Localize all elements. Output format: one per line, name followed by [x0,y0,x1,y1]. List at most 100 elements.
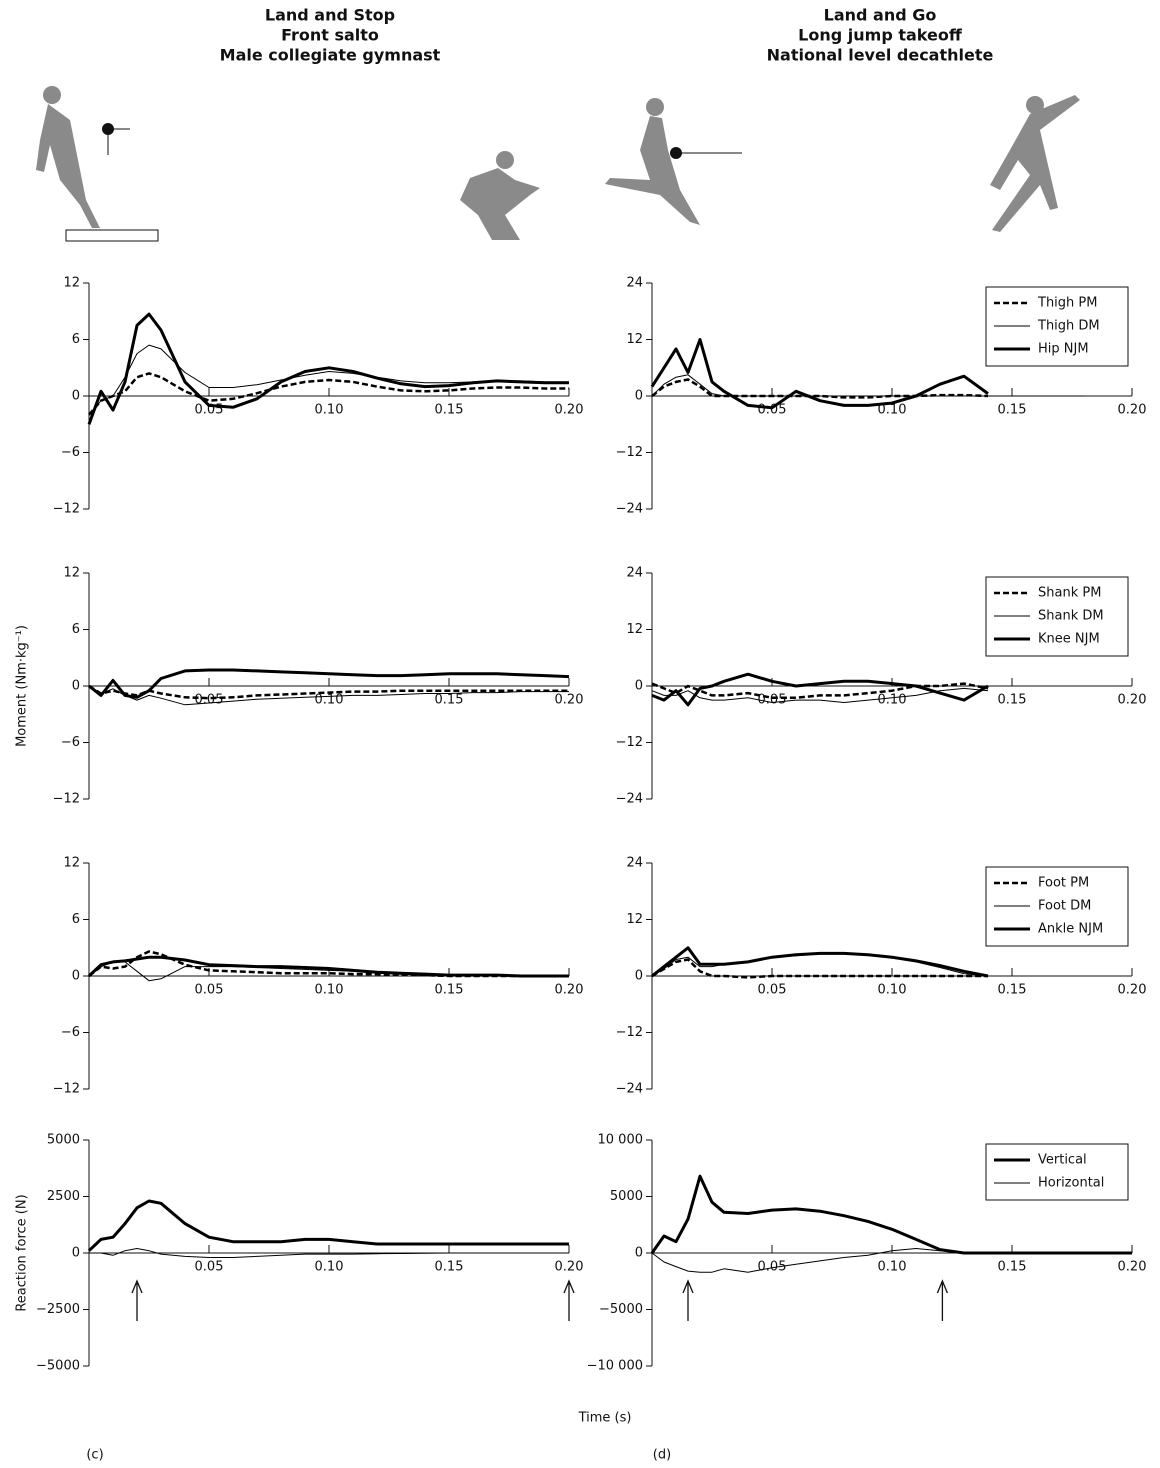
data-line [651,687,989,703]
legend-label: Foot PM [1038,876,1089,891]
y-tick-label: −24 [616,502,643,517]
x-tick-label: 0.05 [758,983,787,998]
data-line [651,378,989,399]
beam [65,229,159,242]
y-tick-label: −5000 [599,1302,643,1317]
chart: 10 000 5000 0 −5000 −10 000 0.05 0.10 0.15 0.20 V… [587,1133,1147,1374]
y-tick-label: 12 [63,276,80,291]
legend-label: Shank DM [1038,609,1104,624]
y-tick-label: 5000 [610,1189,643,1204]
x-tick-label: 0.20 [1118,403,1147,418]
chart: 5000 2500 0 −2500 −5000 0.05 0.10 0.15 0.20 [36,1133,583,1374]
y-tick-label: 5000 [47,1133,80,1148]
legend-label: Vertical [1038,1153,1087,1168]
panel-label: (c) [86,1448,103,1463]
arrows [107,128,130,155]
data-line [87,955,569,978]
y-tick-label: −12 [616,1025,643,1040]
y-tick-label: −12 [616,445,643,460]
x-tick-label: 0.15 [435,693,464,708]
y-tick-label: 24 [626,276,643,291]
column-title: Male collegiate gymnast [220,46,441,65]
y-tick-label: 12 [63,566,80,581]
y-tick-label: 0 [72,1246,80,1261]
x-tick-label: 0.20 [1118,983,1147,998]
y-tick-label: 12 [63,856,80,871]
figure [36,104,100,228]
y-tick-label: 6 [72,332,80,347]
y-tick-label: −24 [616,792,643,807]
column-title: Front salto [281,26,379,45]
y-tick-label: 0 [635,389,643,404]
x-tick-label: 0.05 [758,693,787,708]
y-tick-label: −12 [53,502,80,517]
x-tick-label: 0.10 [315,983,344,998]
y-tick-label: 2500 [47,1189,80,1204]
x-tick-label: 0.05 [195,983,224,998]
data-line [88,684,569,700]
y-tick-label: −24 [616,1082,643,1097]
athlete-figures [36,86,1080,242]
x-tick-label: 0.10 [878,1260,907,1275]
chart: 24 12 0 −12 −24 0.05 0.10 0.15 0.20 Thigh PM Thigh… [616,276,1147,517]
data-line [88,372,569,416]
legend [985,1143,1129,1201]
event-arrow [131,1279,143,1321]
y-tick-label: 24 [626,856,643,871]
x-tick-label: 0.10 [315,403,344,418]
y-tick-label: 10 000 [598,1133,644,1148]
y-tick-label: 12 [626,622,643,637]
legend-label: Horizontal [1038,1176,1104,1191]
data-line [89,1248,569,1258]
data-line [651,374,1084,397]
figure [605,116,700,225]
data-line [651,672,989,707]
data-line [88,668,570,699]
data-line [651,946,989,978]
x-tick-label: 0.15 [998,693,1027,708]
chart: 24 12 0 −12 −24 0.05 0.10 0.15 0.20 Shank PM Shank… [616,566,1147,807]
column-title: Land and Stop [265,6,395,25]
y-tick-label: −2500 [36,1302,80,1317]
legend-label: Knee NJM [1038,632,1100,647]
x-tick-label: 0.15 [998,983,1027,998]
x-tick-label: 0.20 [555,1260,584,1275]
legend-label: Ankle NJM [1038,922,1103,937]
y-tick-label: −5000 [36,1359,80,1374]
y-tick-label: 0 [72,389,80,404]
y-tick-label: −6 [61,445,80,460]
column-title: Land and Go [824,6,937,25]
data-line [88,685,569,706]
x-tick-label: 0.15 [435,403,464,418]
figure [1026,96,1044,114]
x-tick-label: 0.10 [315,693,344,708]
y-tick-label: 6 [72,622,80,637]
x-tick-label: 0.20 [555,693,584,708]
x-axis-label: Time (s) [578,1411,632,1426]
figure [990,95,1080,232]
y-tick-label: −6 [61,1025,80,1040]
x-tick-label: 0.10 [878,403,907,418]
y-tick-label: −12 [53,1082,80,1097]
y-tick-label: −12 [616,735,643,750]
data-line [650,338,989,410]
x-tick-label: 0.20 [1118,1260,1147,1275]
figure [646,98,664,116]
x-tick-label: 0.05 [195,1260,224,1275]
y-tick-label: 6 [72,912,80,927]
y-tick-label: 0 [72,679,80,694]
panel-label: (d) [653,1448,671,1463]
y-tick-label: 0 [635,679,643,694]
x-tick-label: 0.15 [998,403,1027,418]
x-tick-label: 0.15 [435,983,464,998]
data-line [87,312,569,425]
legend-label: Thigh PM [1037,296,1097,311]
column-title: Long jump takeoff [798,26,963,45]
x-tick-label: 0.05 [758,1260,787,1275]
x-tick-label: 0.10 [315,1260,344,1275]
x-tick-label: 0.05 [195,693,224,708]
